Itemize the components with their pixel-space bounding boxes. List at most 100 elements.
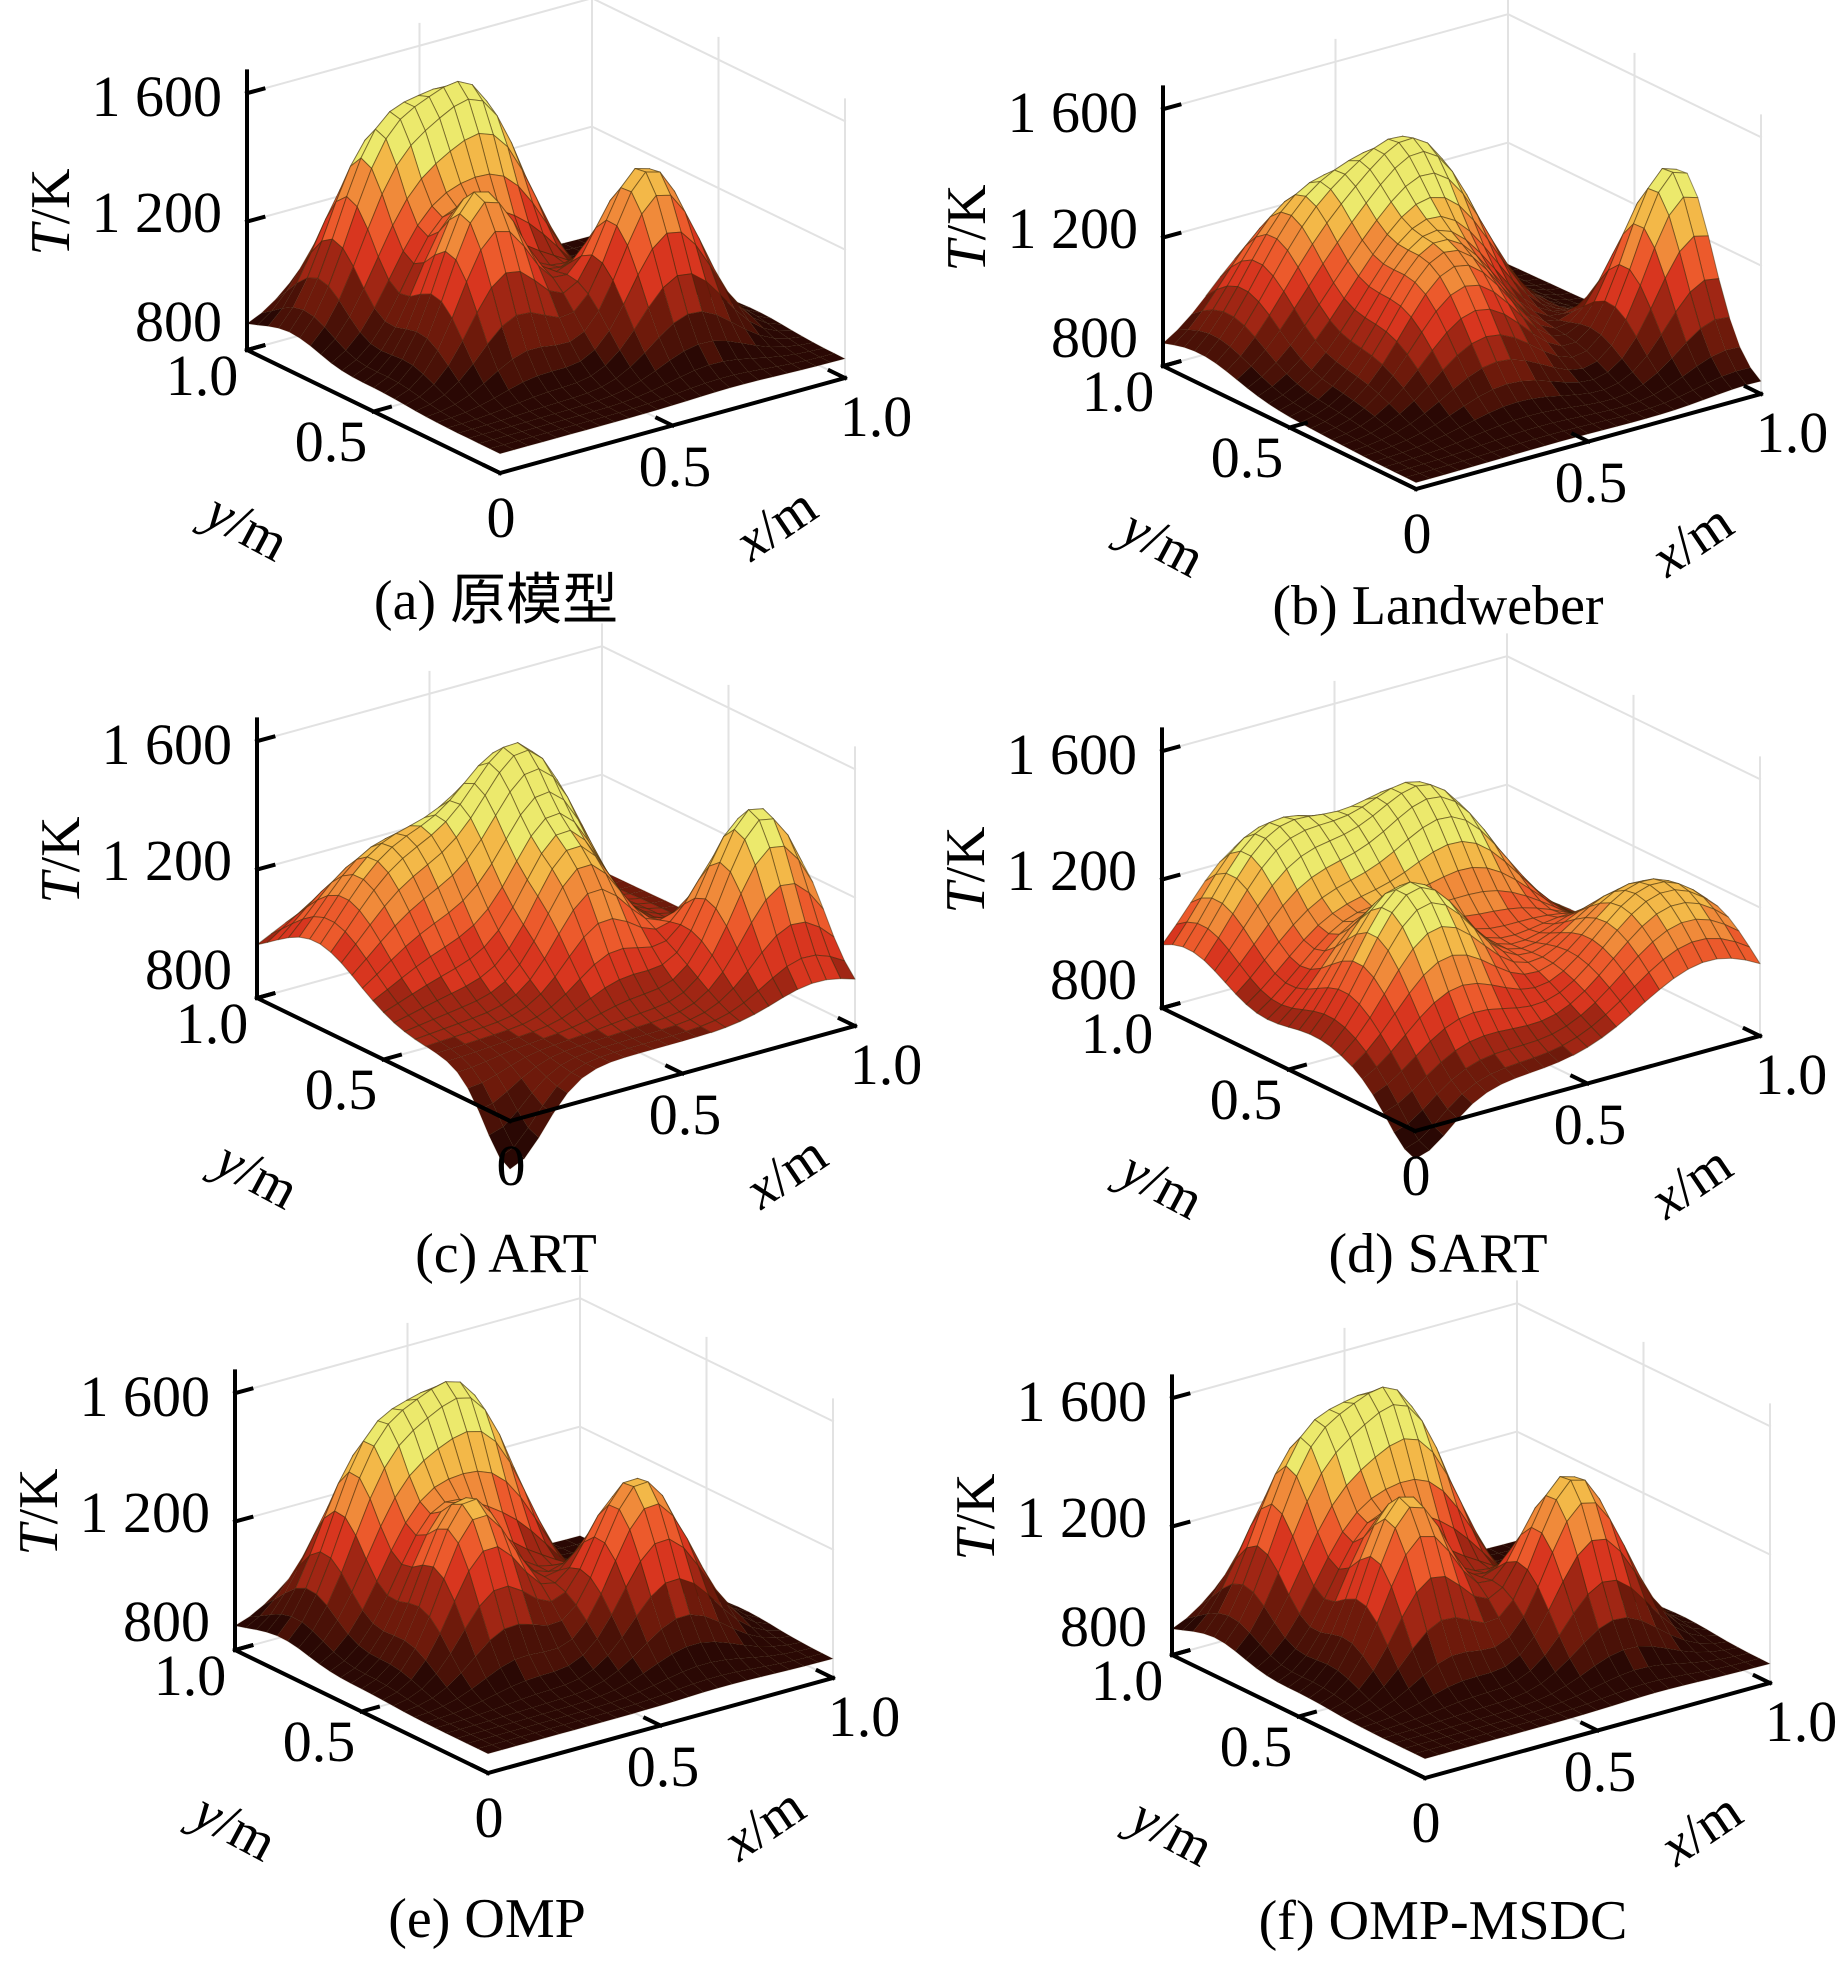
x-tick bbox=[664, 1063, 686, 1077]
y-tick-label: 1.0 bbox=[1081, 1001, 1154, 1066]
x-tick-label: 0 bbox=[475, 1785, 504, 1850]
x-tick bbox=[815, 1667, 836, 1681]
z-axis-title-variable: T bbox=[8, 1521, 70, 1556]
surface-facet bbox=[1254, 314, 1281, 351]
z-axis-title-unit: /K bbox=[936, 184, 998, 240]
y-tick bbox=[1159, 1001, 1181, 1011]
surface-facet bbox=[1244, 301, 1270, 338]
surface-facet bbox=[1289, 408, 1315, 424]
z-tick bbox=[1169, 1519, 1191, 1530]
surface-facet bbox=[1413, 385, 1440, 414]
surface-facet bbox=[1342, 376, 1369, 402]
surface-facet bbox=[1554, 321, 1581, 336]
z-tick-label: 1 600 bbox=[102, 712, 233, 777]
x-tick bbox=[827, 367, 848, 381]
surface-facet bbox=[788, 336, 814, 346]
surface-facet bbox=[478, 439, 505, 450]
surface-facet bbox=[1735, 367, 1762, 386]
y-tick bbox=[1160, 359, 1182, 369]
surface-facet bbox=[650, 1017, 677, 1031]
surface-facet bbox=[1574, 392, 1601, 406]
surface bbox=[234, 1381, 834, 1755]
x-tick bbox=[642, 1715, 664, 1729]
grid-line-wall bbox=[1161, 12, 1510, 111]
x-tick bbox=[1742, 1025, 1763, 1039]
surface-facet bbox=[1405, 472, 1431, 484]
y-tick-label: 0.5 bbox=[283, 1709, 356, 1774]
z-tick-label: 1 200 bbox=[80, 1480, 211, 1545]
surface-facet bbox=[1564, 381, 1590, 396]
z-tick bbox=[1159, 872, 1181, 883]
z-axis-title: T/K bbox=[945, 1473, 1007, 1560]
surface bbox=[246, 80, 846, 455]
surface-facet bbox=[330, 349, 357, 372]
x-axis-title: x/m bbox=[723, 475, 828, 574]
surface-facet bbox=[705, 280, 732, 323]
y-tick-label: 0.5 bbox=[1210, 1067, 1283, 1132]
x-tick bbox=[470, 1762, 491, 1776]
surface-facet bbox=[1359, 415, 1386, 434]
z-tick-label: 1 600 bbox=[1017, 1369, 1148, 1434]
surface-facet bbox=[1660, 311, 1687, 359]
y-tick-label: 0.5 bbox=[1211, 425, 1284, 490]
y-tick-label: 1.0 bbox=[166, 343, 239, 408]
surface-facet bbox=[1320, 427, 1347, 441]
y-tick-label: 1.0 bbox=[1091, 1648, 1164, 1713]
grid-line-wall bbox=[590, 125, 847, 251]
surface-facet bbox=[1424, 401, 1450, 426]
x-tick-label: 0.5 bbox=[627, 1734, 700, 1799]
surface-facet bbox=[1204, 338, 1231, 364]
grid-line-wall bbox=[1506, 141, 1763, 267]
surface-facet bbox=[1268, 291, 1295, 331]
x-tick-label: 1.0 bbox=[1755, 1042, 1828, 1107]
surface-facet bbox=[1336, 340, 1362, 370]
surface-facet bbox=[1381, 432, 1407, 447]
surface-facet bbox=[351, 366, 378, 384]
x-tick-label: 0 bbox=[1412, 1790, 1441, 1855]
z-axis-title-unit: /K bbox=[8, 1468, 70, 1524]
surface-facet bbox=[1335, 418, 1361, 435]
z-tick bbox=[1159, 744, 1181, 754]
y-axis-title: y/m bbox=[1106, 1136, 1214, 1233]
surface-facet bbox=[1438, 388, 1465, 417]
z-tick-label: 1 200 bbox=[92, 180, 223, 245]
surface bbox=[1171, 1386, 1771, 1760]
surface-facet bbox=[1173, 329, 1199, 348]
y-tick bbox=[1169, 1648, 1191, 1658]
surface bbox=[256, 742, 856, 1170]
z-tick bbox=[254, 734, 276, 744]
z-axis-title-unit: /K bbox=[945, 1473, 1007, 1529]
surface-facet bbox=[503, 440, 530, 451]
surface-facet bbox=[662, 275, 689, 324]
z-axis-title-unit: /K bbox=[30, 816, 92, 872]
x-tick bbox=[1407, 1767, 1428, 1781]
x-axis-title: x/m bbox=[1639, 491, 1744, 590]
surface-facet bbox=[275, 267, 302, 300]
x-tick bbox=[482, 462, 503, 476]
axes bbox=[244, 69, 848, 476]
surface-facet bbox=[1463, 396, 1490, 421]
x-tick-label: 0 bbox=[1402, 1143, 1431, 1208]
grid-line-wall bbox=[255, 644, 604, 743]
z-tick-label: 800 bbox=[135, 289, 222, 354]
x-tick-label: 0 bbox=[487, 485, 516, 550]
grid-line-wall bbox=[1506, 12, 1763, 139]
surface-facet bbox=[1394, 467, 1421, 478]
z-axis-title: T/K bbox=[935, 826, 997, 913]
surface-facet bbox=[1240, 336, 1266, 367]
y-tick-label: 0.5 bbox=[295, 409, 368, 474]
x-axis-title: x/m bbox=[711, 1775, 816, 1874]
surface-facet bbox=[1373, 456, 1400, 468]
x-tick bbox=[837, 1015, 858, 1029]
y-tick-label: 1.0 bbox=[1082, 359, 1155, 424]
panel-caption: (c) ART bbox=[415, 1223, 597, 1285]
y-tick bbox=[254, 991, 276, 1001]
z-tick-label: 1 200 bbox=[1017, 1485, 1148, 1550]
surface-facet bbox=[1267, 394, 1294, 412]
y-tick bbox=[381, 1052, 403, 1062]
panel-b: 800 1 200 1 600 0.5 1.0 0 0.5 1.0 T/K y/m x/m (b) L… bbox=[936, 0, 1828, 637]
surface-facet bbox=[1625, 285, 1652, 338]
